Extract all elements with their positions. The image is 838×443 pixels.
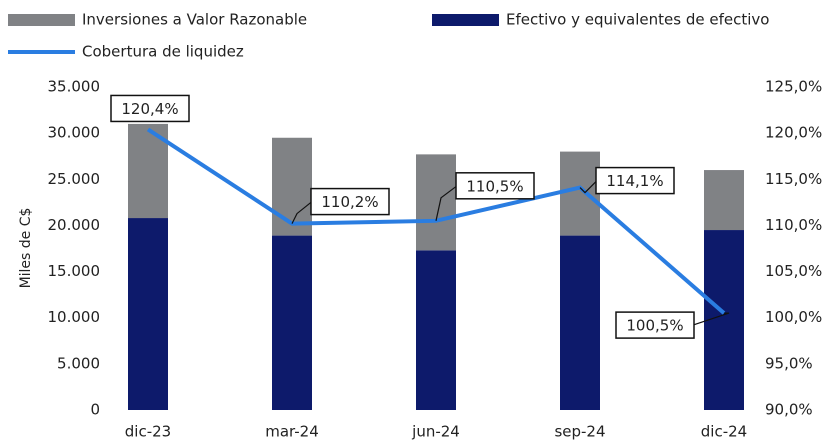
bar: [560, 151, 600, 236]
y-tick-label: 10.000: [48, 308, 101, 326]
bar: [704, 170, 744, 231]
data-label: 100,5%: [626, 317, 683, 335]
bar: [416, 154, 456, 251]
y-tick-label: 35.000: [48, 78, 101, 96]
y-tick-label: 20.000: [48, 216, 101, 234]
legend-swatch: [8, 14, 75, 26]
y2-tick-label: 100,0%: [765, 308, 822, 326]
x-tick-label: dic-23: [125, 423, 171, 441]
bar: [560, 235, 600, 410]
x-tick-label: jun-24: [411, 423, 460, 441]
data-label-box: [455, 172, 535, 200]
data-label: 110,2%: [321, 193, 378, 211]
leader-line: [692, 312, 730, 326]
x-tick-label: dic-24: [701, 423, 747, 441]
y2-tick-label: 110,0%: [765, 216, 822, 234]
x-tick-label: sep-24: [554, 423, 605, 441]
bar: [272, 137, 312, 236]
bar: [272, 235, 312, 410]
legend-label: Inversiones a Valor Razonable: [82, 11, 307, 29]
data-label: 114,1%: [606, 172, 663, 190]
data-label-box: [595, 166, 675, 195]
y2-tick-label: 90,0%: [765, 401, 813, 419]
y2-tick-label: 95,0%: [765, 354, 813, 372]
leader-line: [435, 185, 458, 221]
y-tick-label: 30.000: [48, 124, 101, 142]
legend-swatch: [432, 14, 499, 26]
x-tick-label: mar-24: [265, 423, 319, 441]
bar: [416, 250, 456, 410]
y-tick-label: 15.000: [48, 262, 101, 280]
y-tick-label: 0: [90, 401, 100, 419]
data-label-box: [310, 187, 390, 216]
data-label-box: [110, 94, 190, 123]
y-tick-label: 5.000: [57, 354, 100, 372]
bar: [704, 230, 744, 410]
y-axis-label: Miles de C$: [18, 208, 34, 289]
y2-tick-label: 125,0%: [765, 78, 822, 96]
legend-label: Cobertura de liquidez: [82, 43, 244, 61]
bar: [128, 218, 168, 410]
data-label: 110,5%: [466, 177, 523, 195]
y2-tick-label: 115,0%: [765, 170, 822, 188]
data-label: 120,4%: [121, 100, 178, 118]
data-label-box: [615, 311, 695, 339]
y2-tick-label: 120,0%: [765, 124, 822, 142]
legend-label: Efectivo y equivalentes de efectivo: [506, 11, 769, 29]
y2-tick-label: 105,0%: [765, 262, 822, 280]
y-tick-label: 25.000: [48, 170, 101, 188]
leader-line: [291, 201, 313, 224]
leader-line: [579, 180, 598, 194]
